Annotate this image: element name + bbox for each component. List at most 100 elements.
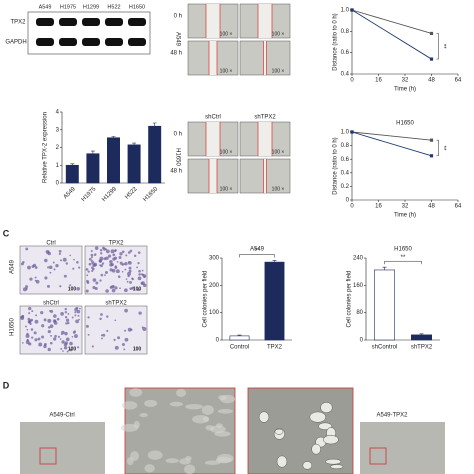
cell-dot (57, 335, 60, 338)
cell-dot (131, 277, 134, 280)
scale-label: 100 (68, 346, 77, 352)
y-tick-label: 1 (56, 163, 60, 169)
cell-dot (111, 288, 116, 293)
cell-dot (56, 317, 60, 321)
bar (264, 261, 285, 341)
x-tick-label: H1299 (101, 186, 118, 203)
band (59, 38, 77, 46)
y-tick-label: 300 (209, 256, 220, 262)
cell-shape (214, 431, 231, 437)
lane-label: H1650 (129, 4, 145, 10)
lane-label: H1299 (83, 4, 99, 10)
y-axis-label: Relative TPX-2 expression (43, 112, 49, 183)
cell-dot (138, 273, 141, 276)
micro-image (20, 422, 105, 474)
error-bar (152, 122, 157, 127)
cell-dot (91, 262, 94, 265)
cell-dot (69, 254, 72, 257)
series-line (351, 9, 432, 34)
annotation: ** (255, 248, 260, 254)
y-tick-label: 0 (56, 181, 60, 187)
cell-dot (72, 267, 75, 270)
cell-dot (124, 262, 128, 266)
cell-dot (63, 274, 67, 278)
cell-dot (73, 258, 75, 261)
cell-dot (67, 312, 70, 315)
cell-dot (59, 338, 62, 340)
x-tick-label: 0 (350, 78, 354, 84)
y-tick-label: 0.6 (341, 50, 350, 56)
cell-dot (47, 347, 51, 352)
cell-dot (53, 321, 58, 325)
cell-dot (64, 315, 68, 319)
cell-dot (88, 262, 92, 266)
y-tick-label: 0.4 (341, 72, 350, 78)
cell-dot (22, 342, 24, 344)
cell-dot (60, 312, 64, 316)
error-bar (90, 150, 95, 154)
cell-shape (169, 401, 183, 407)
cell-dot (114, 249, 117, 253)
cell-dot (74, 311, 77, 314)
cell-dot (94, 246, 99, 250)
cell-dot (65, 337, 70, 342)
cell-dot (121, 343, 125, 347)
cell-shape (179, 458, 191, 465)
column-label: Ctrl (46, 241, 55, 247)
cell-dot (31, 336, 34, 339)
x-axis-label: Time (h) (394, 87, 416, 93)
cell-shape (144, 399, 158, 408)
scale-label: 100 × (272, 31, 285, 37)
cell-dot (126, 280, 129, 283)
y-tick-label: 4 (56, 110, 60, 116)
cell-dot (78, 266, 81, 269)
cell-dot (64, 341, 68, 345)
cell-dot (137, 251, 141, 254)
cell-dot (91, 345, 94, 348)
cell-dot (60, 347, 63, 350)
cell-dot (114, 266, 118, 269)
cell-dot (92, 278, 97, 282)
cell-dot (47, 251, 51, 256)
cell-dot (101, 262, 105, 265)
cell-dot (69, 341, 73, 346)
wound-gap (258, 4, 272, 38)
cell-dot (63, 346, 68, 350)
chart-title: H1650 (396, 121, 414, 127)
time-label: 48 h (170, 51, 182, 57)
cell-shape (330, 464, 344, 470)
cell-dot (102, 246, 105, 250)
wound-gap (206, 4, 220, 38)
y-tick-label: 200 (209, 283, 220, 289)
cell-dot (53, 314, 57, 318)
cell-dot (64, 331, 68, 336)
cell-dot (74, 307, 78, 312)
error-bar (70, 163, 75, 166)
column-label: shTPX2 (105, 301, 127, 307)
error-bar (111, 136, 116, 138)
bar (411, 334, 432, 341)
cell-dot (99, 279, 102, 282)
y-tick-label: 0.2 (341, 184, 350, 190)
cell-dot (86, 281, 90, 284)
row-label: TPX2 (10, 20, 26, 26)
bar (86, 153, 100, 184)
cell-dot (29, 322, 32, 325)
cell-dot (64, 307, 67, 311)
bracket (384, 260, 422, 265)
cell-dot (121, 250, 125, 254)
cell-dot (105, 249, 110, 254)
cell-dot (61, 340, 65, 344)
cell-shape (122, 401, 138, 410)
cell-dot (124, 268, 127, 271)
cell-dot (47, 266, 50, 269)
cell-dot (114, 345, 119, 350)
scale-label: 100 × (272, 186, 285, 192)
scale-label: 100 (68, 286, 77, 292)
row-label: A549 (10, 259, 16, 274)
cell-dot (128, 261, 130, 263)
x-tick-label: H1650 (142, 186, 159, 203)
cell-dot (141, 269, 144, 272)
cell-dot (49, 309, 51, 312)
cell-dot (93, 262, 98, 267)
